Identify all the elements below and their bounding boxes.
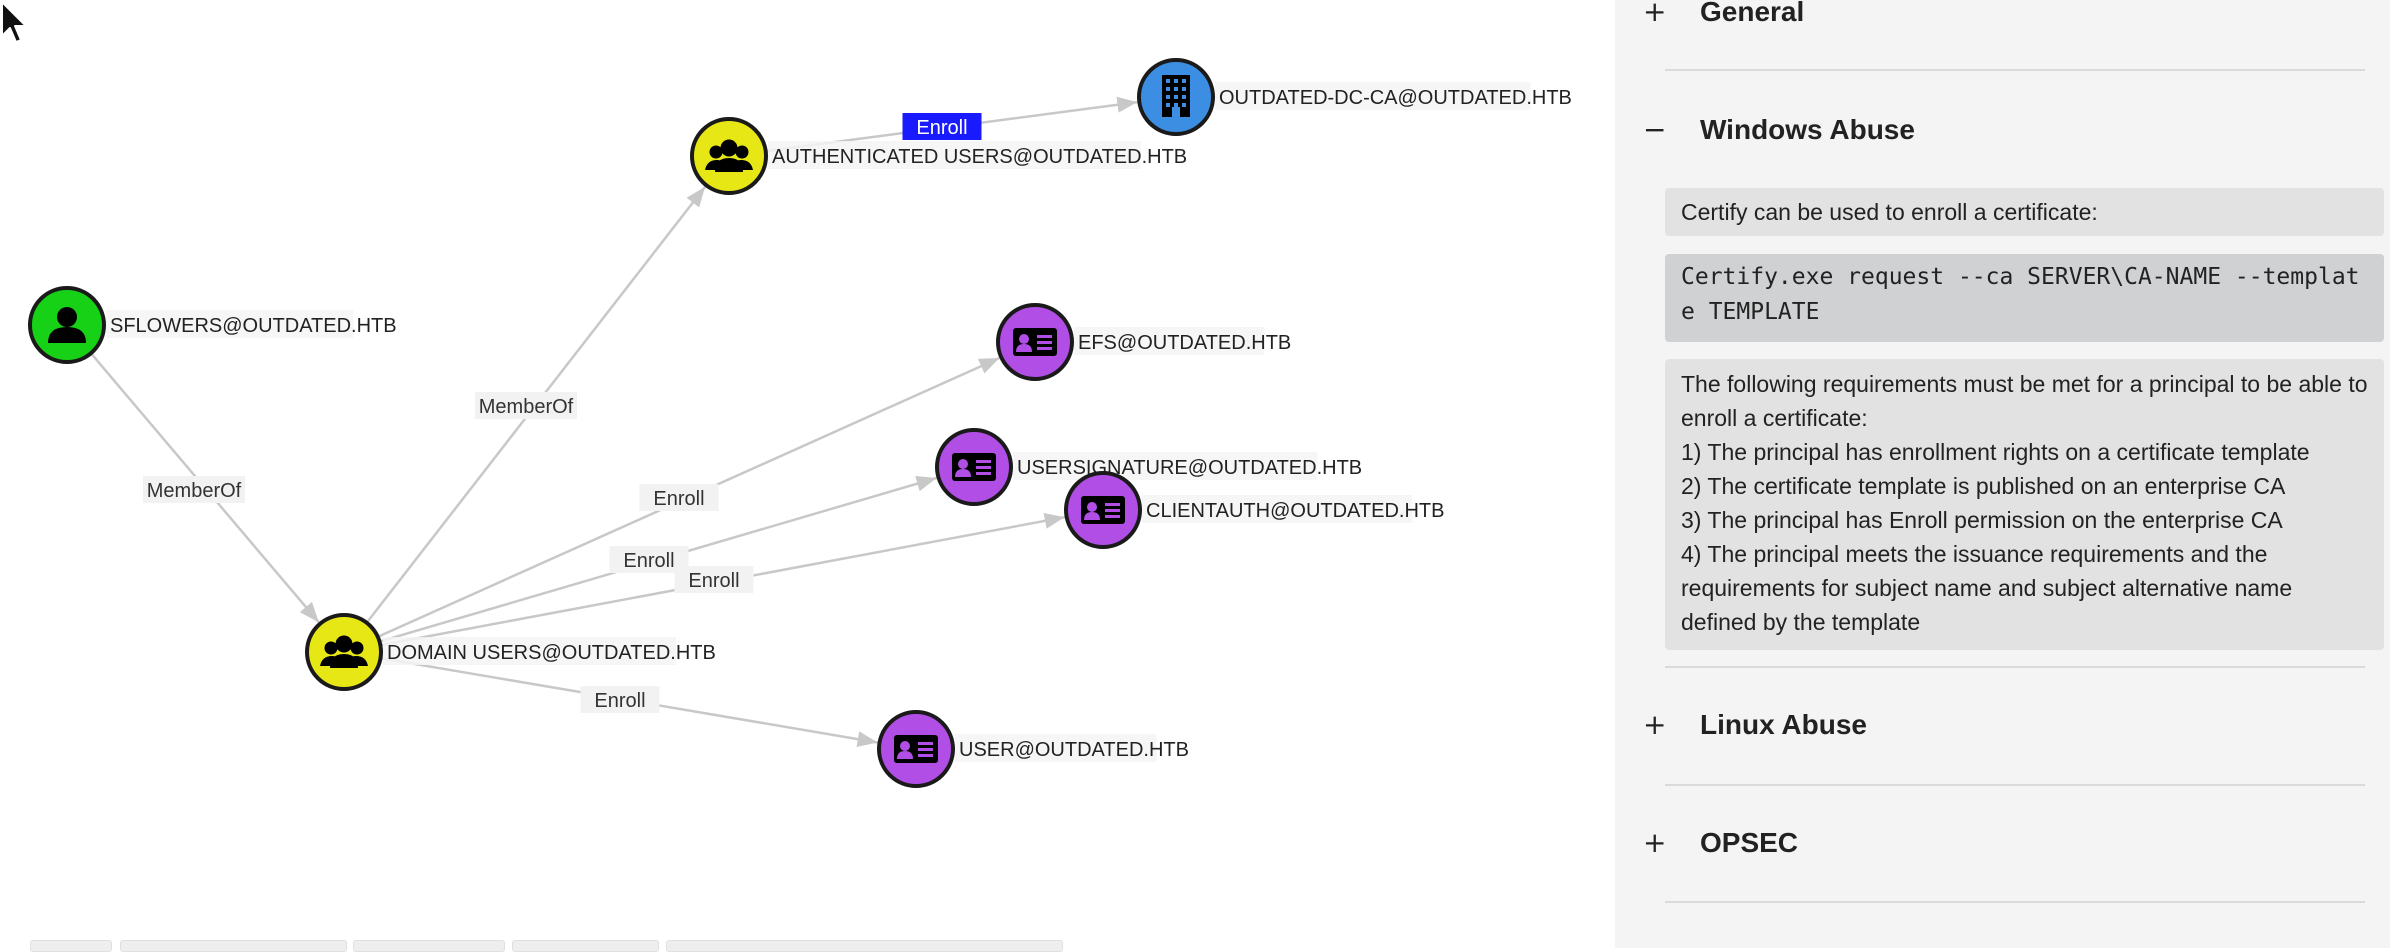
edge-label: Enroll — [653, 488, 704, 510]
node-label-bg — [383, 637, 676, 665]
requirements-line: 4) The principal meets the issuance requ… — [1681, 541, 2293, 635]
graph-edge[interactable]: MemberOf — [365, 186, 707, 624]
graph-canvas[interactable]: MemberOf MemberOf Enroll Enroll Enroll Enroll… — [0, 0, 1615, 952]
graph-node-domain_users[interactable]: DOMAIN USERS@OUTDATED.HTB — [305, 613, 716, 691]
bottom-tab[interactable] — [666, 940, 1063, 952]
node-label: USER@OUTDATED.HTB — [959, 739, 1189, 761]
graph-edge[interactable]: Enroll — [380, 656, 878, 748]
edge-label-bg — [475, 392, 577, 419]
abuse-command-code: Certify.exe request --ca SERVER\CA-NAME … — [1665, 254, 2384, 342]
graph-node-efs[interactable]: EFS@OUTDATED.HTB — [996, 303, 1291, 381]
edge-label: MemberOf — [147, 480, 242, 502]
bottom-tab[interactable] — [30, 940, 112, 952]
node-label: USERSIGNATURE@OUTDATED.HTB — [1017, 457, 1362, 479]
requirements-line: 2) The certificate template is published… — [1681, 473, 2286, 499]
expand-icon: + — [1643, 0, 1667, 28]
section-general-header[interactable]: + General — [1615, 0, 2390, 52]
graph-node-dc_ca[interactable]: OUTDATED-DC-CA@OUTDATED.HTB — [1137, 58, 1572, 136]
template-icon — [952, 453, 996, 481]
edge-label: Enroll — [594, 690, 645, 712]
divider — [1665, 901, 2365, 903]
section-linux-abuse-header[interactable]: + Linux Abuse — [1615, 705, 2390, 765]
collapse-icon: − — [1643, 113, 1667, 146]
group-icon — [320, 635, 368, 668]
edge-label: Enroll — [916, 117, 967, 139]
graph-node-usersig[interactable]: USERSIGNATURE@OUTDATED.HTB — [935, 428, 1362, 506]
node-label: AUTHENTICATED USERS@OUTDATED.HTB — [772, 146, 1187, 168]
edge-label-bg — [639, 484, 719, 511]
edge-label: Enroll — [623, 550, 674, 572]
node-label-bg — [106, 310, 354, 338]
node-label: CLIENTAUTH@OUTDATED.HTB — [1146, 500, 1444, 522]
template-icon — [1081, 496, 1125, 524]
section-title: General — [1700, 0, 1805, 27]
graph-svg[interactable]: MemberOf MemberOf Enroll Enroll Enroll Enroll… — [0, 0, 1615, 948]
edge-label-bg — [674, 566, 754, 593]
node-label: SFLOWERS@OUTDATED.HTB — [110, 315, 397, 337]
divider — [1665, 784, 2365, 786]
template-icon — [1013, 328, 1057, 356]
section-title: Linux Abuse — [1700, 709, 1867, 740]
node-label-bg — [955, 734, 1157, 762]
edge-label-bg — [143, 476, 245, 503]
node-label: OUTDATED-DC-CA@OUTDATED.HTB — [1219, 87, 1572, 109]
graph-node-auth_users[interactable]: AUTHENTICATED USERS@OUTDATED.HTB — [690, 117, 1187, 195]
graph-node-user[interactable]: USER@OUTDATED.HTB — [877, 710, 1189, 788]
edge-info-panel: + General − Windows Abuse Certify can be… — [1615, 0, 2390, 948]
section-windows-abuse-header[interactable]: − Windows Abuse — [1615, 110, 2390, 170]
template-icon — [894, 735, 938, 763]
node-label: EFS@OUTDATED.HTB — [1078, 332, 1291, 354]
node-label-bg — [768, 141, 1141, 169]
node-label-bg — [1215, 82, 1531, 110]
node-label-bg — [1142, 495, 1413, 523]
section-title: Windows Abuse — [1700, 114, 1915, 145]
requirements-line: 1) The principal has enrollment rights o… — [1681, 439, 2310, 465]
node-label-bg — [1074, 327, 1265, 355]
graph-edge[interactable]: Enroll — [377, 356, 1000, 638]
edge-label-bg — [580, 686, 660, 713]
mouse-pointer-icon — [1, 1, 27, 43]
requirements-line: 3) The principal has Enroll permission o… — [1681, 507, 2283, 533]
section-opsec-header[interactable]: + OPSEC — [1615, 823, 2390, 883]
edge-label: MemberOf — [479, 396, 574, 418]
edge-layer: MemberOf MemberOf Enroll Enroll Enroll Enroll… — [89, 96, 1138, 748]
ca-icon — [1162, 75, 1190, 117]
bottom-tab[interactable] — [512, 940, 659, 952]
node-label-bg — [1013, 452, 1318, 480]
graph-node-sflowers[interactable]: SFLOWERS@OUTDATED.HTB — [28, 286, 397, 364]
user-icon — [48, 307, 86, 343]
edge-label-bg — [902, 113, 982, 140]
graph-node-clientauth[interactable]: CLIENTAUTH@OUTDATED.HTB — [1064, 471, 1444, 549]
graph-edge[interactable]: Enroll — [765, 96, 1138, 153]
graph-edge[interactable]: MemberOf — [89, 352, 320, 624]
bottom-tab[interactable] — [120, 940, 347, 952]
requirements-line: The following requirements must be met f… — [1681, 371, 2368, 431]
edge-label: Enroll — [688, 570, 739, 592]
abuse-requirements-text: The following requirements must be met f… — [1665, 359, 2384, 650]
expand-icon: + — [1643, 708, 1667, 741]
bottom-tab[interactable] — [353, 940, 505, 952]
node-label: DOMAIN USERS@OUTDATED.HTB — [387, 642, 716, 664]
expand-icon: + — [1643, 826, 1667, 859]
abuse-intro-text: Certify can be used to enroll a certific… — [1665, 188, 2384, 236]
graph-edge[interactable]: Enroll — [380, 512, 1065, 647]
node-layer: SFLOWERS@OUTDATED.HTB DOMAIN USERS@OUTDAT… — [28, 58, 1572, 788]
section-title: OPSEC — [1700, 827, 1799, 858]
divider — [1665, 69, 2365, 71]
group-icon — [705, 139, 753, 172]
divider — [1665, 666, 2365, 668]
